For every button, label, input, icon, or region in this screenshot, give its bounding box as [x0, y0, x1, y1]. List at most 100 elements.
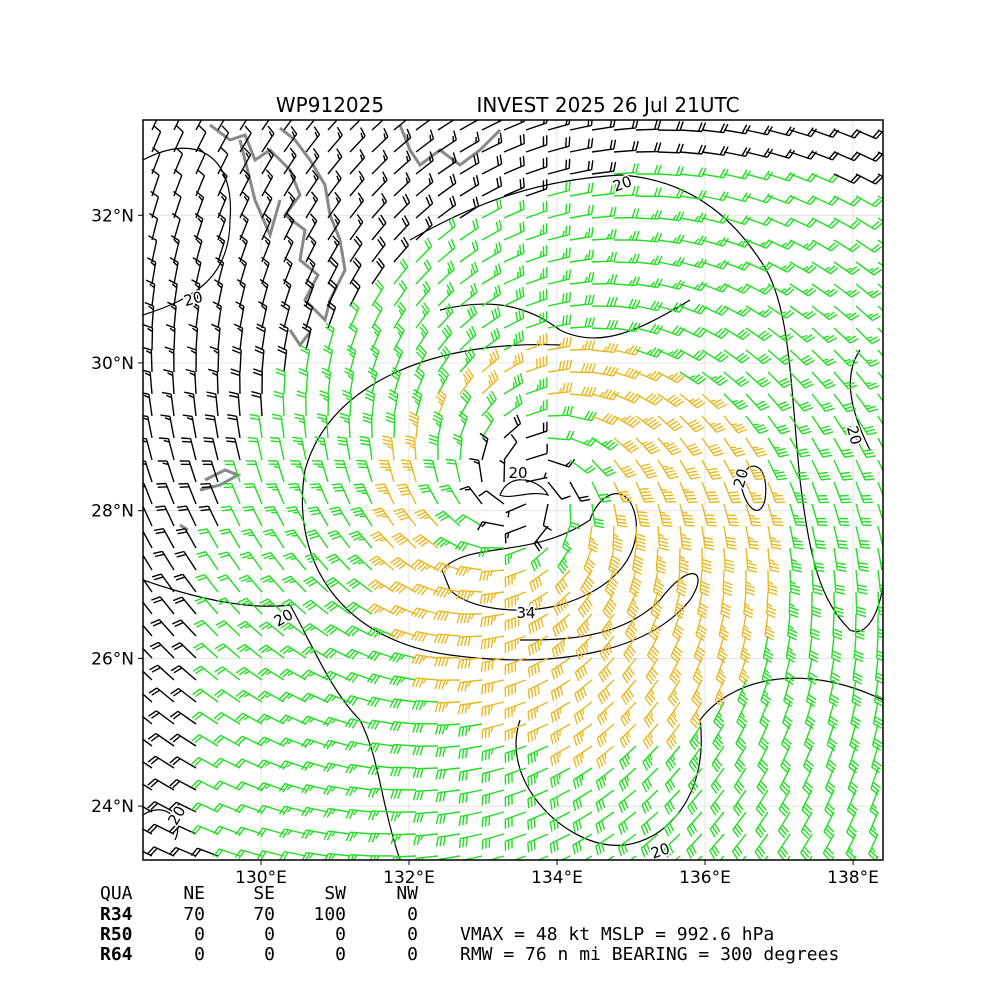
wind-barb [745, 393, 770, 411]
wind-barb [411, 558, 439, 572]
wind-barb [389, 652, 417, 663]
wind-barb [259, 598, 285, 615]
wind-barb [171, 212, 181, 241]
wind-barb [767, 415, 791, 435]
wind-barb [375, 483, 395, 505]
wind-barb [547, 359, 573, 373]
wind-barb [789, 305, 816, 320]
wind-barb [459, 389, 472, 417]
wind-barb [632, 547, 644, 575]
wind-barb [789, 239, 817, 251]
wind-barb [525, 223, 548, 241]
wind-barb [367, 579, 395, 593]
wind-barb [855, 283, 882, 299]
wind-barb [350, 506, 373, 527]
wind-barb [437, 345, 451, 373]
wind-barb [613, 230, 640, 241]
wind-barb [811, 371, 836, 390]
wind-barb [811, 569, 823, 596]
wind-barb [525, 120, 548, 131]
wind-barb [273, 390, 285, 417]
wind-barb [269, 436, 285, 461]
wind-barb [262, 528, 285, 549]
wind-barb [635, 370, 664, 382]
table-header: SW [324, 883, 346, 904]
wind-barb [811, 283, 839, 298]
wind-barb [553, 591, 571, 616]
wind-barb [613, 415, 641, 428]
wind-barb [390, 833, 417, 844]
wind-barb [877, 217, 883, 223]
table-header: NW [396, 883, 418, 904]
wind-barb [657, 143, 684, 154]
wind-barb [877, 195, 883, 200]
wind-barb [346, 578, 373, 593]
wind-barb [147, 755, 175, 769]
wind-barb [802, 745, 814, 774]
wind-barb [339, 412, 351, 439]
wind-barb [679, 437, 703, 457]
wind-barb [271, 413, 285, 439]
y-tick-label: 24°N [91, 797, 134, 817]
wind-barb [811, 547, 825, 573]
wind-barb [641, 767, 659, 793]
wind-barb [613, 459, 637, 479]
wind-barb [168, 279, 178, 307]
wind-barb [283, 169, 297, 197]
wind-barb [307, 506, 329, 527]
wind-barb [225, 437, 241, 461]
wind-barb [323, 785, 351, 796]
wind-barb [411, 630, 439, 643]
wind-barb [732, 811, 747, 838]
wind-barb [169, 801, 197, 813]
wind-barb [481, 679, 505, 695]
wind-barb [504, 591, 527, 610]
wind-barb [780, 745, 792, 774]
wind-barb [435, 833, 461, 847]
wind-barb [323, 345, 334, 373]
wind-barb [692, 657, 704, 686]
x-tick-label: 134°E [531, 868, 583, 888]
wind-barb [305, 126, 321, 153]
wind-barb [764, 613, 775, 641]
wind-barb [623, 635, 637, 663]
wind-barb [877, 525, 883, 548]
wind-barb [193, 234, 203, 263]
wind-barb [525, 201, 548, 219]
wind-barb [148, 235, 158, 263]
wind-barb [151, 573, 175, 593]
wind-barb [635, 481, 655, 503]
wind-barb [613, 276, 641, 287]
wind-barb [527, 833, 549, 853]
wind-barb [723, 415, 748, 434]
wind-barb [459, 368, 474, 395]
wind-barb [877, 173, 883, 178]
wind-barb [389, 581, 417, 594]
wind-barb [418, 484, 439, 505]
wind-barb [455, 514, 483, 527]
wind-barb [591, 503, 605, 529]
wind-barb [504, 789, 527, 807]
wind-barb [478, 547, 505, 558]
wind-barb [569, 204, 594, 219]
wind-barb [457, 657, 483, 670]
wind-barb [389, 743, 417, 755]
wind-barb [503, 308, 525, 329]
wind-barb [228, 391, 241, 417]
wind-barb [169, 778, 197, 791]
wind-barb [701, 393, 727, 410]
wind-barb [636, 164, 662, 175]
wind-barb [410, 607, 439, 620]
wind-barb [433, 586, 461, 598]
table-cell: 70 [253, 904, 275, 925]
wind-barb [767, 481, 786, 504]
wind-barb [547, 291, 572, 307]
wind-barb [641, 789, 659, 814]
wind-barb [143, 850, 153, 857]
wind-barb [344, 695, 373, 706]
wind-barb [591, 412, 620, 426]
wind-barb [305, 120, 316, 131]
wind-barb [663, 833, 681, 859]
wind-barb [393, 236, 410, 263]
wind-barb [459, 261, 479, 285]
